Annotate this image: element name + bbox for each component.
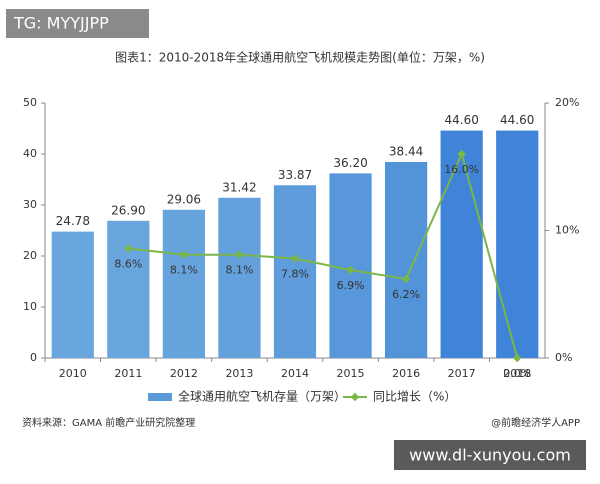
line (128, 151, 519, 359)
credit: @前瞻经济学人APP (491, 416, 580, 429)
data-label: 31.42 (222, 180, 256, 194)
line-marker (457, 149, 466, 159)
y-tick-label: 30 (23, 198, 37, 211)
data-label: 7.8% (281, 268, 309, 281)
line-marker (512, 353, 522, 363)
y-tick-label: 50 (23, 96, 37, 109)
watermark-box (394, 440, 586, 470)
bar (496, 130, 539, 358)
x-tick-label: 2016 (392, 367, 420, 380)
y2-tick-label: 0% (555, 351, 572, 364)
x-tick-label: 2014 (281, 367, 309, 380)
data-label: 8.1% (225, 264, 253, 277)
bar (218, 197, 261, 358)
bar (329, 173, 372, 358)
data-label: 8.1% (170, 264, 198, 277)
bar (385, 161, 428, 358)
x-tick-label: 2010 (59, 367, 87, 380)
y2-tick-label: 10% (555, 224, 579, 237)
x-tick-label: 2017 (448, 367, 476, 380)
bar (162, 209, 205, 358)
x-tick-label: 2012 (170, 367, 198, 380)
line-marker (346, 265, 355, 275)
legend-label: 同比增长（%） (373, 390, 456, 404)
y-tick-label: 10 (23, 300, 37, 313)
bar (440, 130, 483, 358)
watermark-box (6, 9, 149, 38)
data-label: 0.0% (503, 367, 531, 380)
x-tick-label: 2015 (337, 367, 365, 380)
data-label: 38.44 (389, 144, 423, 158)
data-label: 36.20 (333, 156, 367, 170)
data-label: 16.0% (444, 163, 479, 176)
data-label: 24.78 (56, 214, 90, 228)
data-label: 6.9% (337, 279, 365, 292)
y-tick-label: 0 (30, 351, 37, 364)
legend-label: 全球通用航空飞机存量（万架） (178, 389, 346, 404)
x-tick-label: 2011 (114, 367, 142, 380)
x-tick-label: 2013 (225, 367, 253, 380)
y-tick-label: 40 (23, 147, 37, 160)
watermark-text: TG: MYYJJPP (13, 14, 109, 33)
data-label: 33.87 (278, 168, 312, 182)
bar (107, 220, 150, 358)
source: 资料来源：GAMA 前瞻产业研究院整理 (22, 416, 195, 429)
legend-swatch (350, 392, 360, 402)
y-tick-label: 20 (23, 249, 37, 262)
y2-tick-label: 20% (555, 96, 579, 109)
line-marker (179, 250, 189, 259)
watermark-text: www.dl-xunyou.com (409, 446, 571, 465)
data-label: 29.06 (167, 192, 201, 206)
data-label: 26.90 (111, 203, 145, 217)
data-label: 6.2% (392, 288, 420, 301)
bar (51, 231, 94, 358)
data-label: 44.60 (444, 113, 478, 127)
x-tick-label: 2018 (503, 367, 531, 380)
line-marker (401, 274, 411, 284)
data-label: 44.60 (500, 113, 534, 127)
line-marker (124, 244, 133, 253)
line-marker (235, 250, 244, 259)
legend-swatch (148, 393, 172, 401)
chart-title: 图表1：2010-2018年全球通用航空飞机规模走势图(单位：万架，%) (115, 50, 485, 65)
data-label: 8.6% (114, 257, 142, 270)
bar (273, 185, 317, 358)
